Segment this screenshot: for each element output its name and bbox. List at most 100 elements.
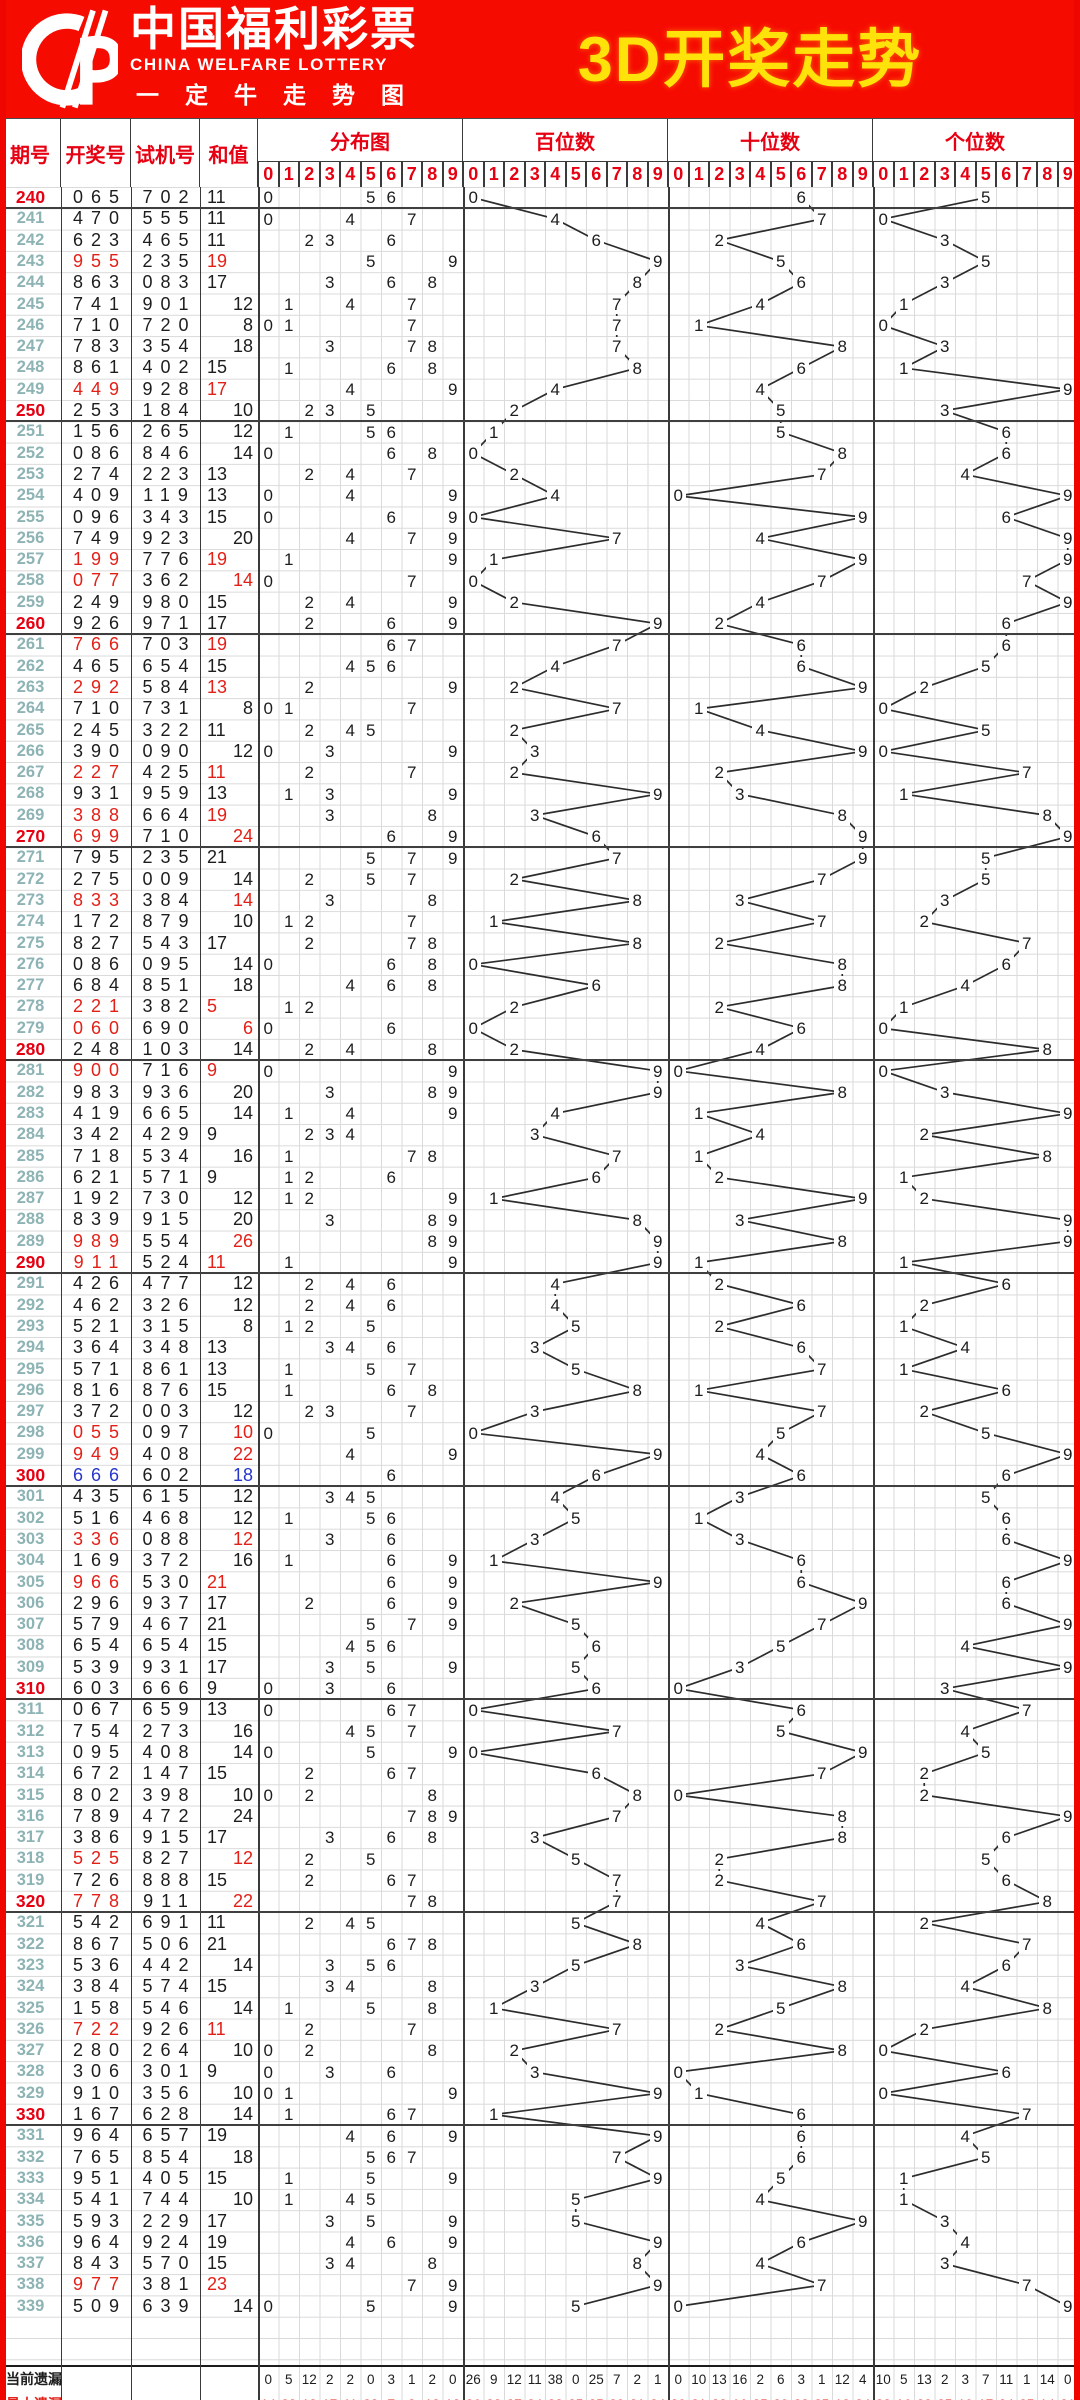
digit-header-cell: 6 [791,161,812,188]
digit-header-cell: 8 [1037,161,1058,188]
distribution-digit: 9 [444,1743,461,1763]
tens-digit: 6 [793,273,810,293]
distribution-digit: 5 [362,2147,379,2167]
hundreds-digit: 8 [629,1785,646,1805]
test-number: 664 [142,804,197,825]
hundreds-digit: 1 [485,1551,502,1571]
sum-value: 18 [232,336,253,357]
distribution-digit: 1 [280,2169,297,2189]
draw-number: 086 [72,442,128,463]
units-digit: 9 [1059,529,1076,548]
distribution-digit: 4 [342,1274,359,1294]
sum-value: 15 [207,1976,228,1997]
draw-number: 966 [72,1571,128,1592]
tens-digit: 2 [711,1274,728,1294]
draw-number: 435 [72,1486,128,1507]
distribution-digit: 4 [342,465,359,485]
tens-digit: 6 [793,1572,810,1592]
draw-number: 336 [72,1528,128,1549]
units-digit: 4 [957,2233,974,2252]
test-number: 184 [142,400,197,420]
distribution-digit: 6 [383,188,400,208]
section-subgrid [873,2392,1078,2400]
distribution-digit: 2 [301,1402,318,1422]
draw-number: 816 [72,1379,128,1400]
hundreds-digit: 4 [547,1104,564,1124]
sum-value: 9 [207,1166,218,1187]
hundreds-digit: 7 [608,848,625,868]
tens-digit: 8 [834,976,851,996]
footer-value: 1 [653,2372,662,2387]
distribution-digit: 8 [424,955,441,974]
footer-value: 2 [633,2372,642,2387]
units-digit: 9 [1059,1104,1076,1124]
distribution-digit: 9 [444,2296,461,2316]
distribution-digit: 0 [260,2041,277,2061]
draw-number: 065 [72,187,128,207]
digit-header-cell: 4 [955,161,976,188]
distribution-digit: 8 [424,891,441,911]
test-number: 854 [142,2146,197,2167]
period-cell: 295 [16,1359,45,1378]
footer-value: 12 [834,2372,850,2387]
tens-digit: 6 [793,358,810,378]
draw-number: 386 [72,1827,128,1848]
tens-digit: 3 [731,1210,748,1230]
hundreds-digit: 7 [608,2020,625,2039]
footer-value: 1 [1022,2372,1031,2387]
footer-value: 8 [408,2392,416,2400]
distribution-digit: 8 [424,337,441,357]
draw-number: 253 [72,400,128,420]
sum-value: 18 [232,2146,253,2167]
hundreds-digit: 6 [588,1764,605,1784]
sum-value: 20 [232,527,253,548]
distribution-digit: 3 [321,784,338,804]
draw-number: 077 [72,570,128,591]
footer-value: 0 [1063,2372,1072,2387]
test-number: 097 [142,1422,197,1443]
units-digit: 8 [1039,1146,1056,1166]
sum-value: 11 [207,187,226,207]
units-digit: 7 [1018,763,1035,783]
digit-header-cell: 3 [525,161,546,188]
footer-value: 23 [794,2392,809,2400]
distribution-digit: 6 [383,1594,400,1613]
digit-header-cell: 6 [996,161,1017,188]
sum-value: 15 [207,1379,228,1400]
units-digit: 0 [875,1018,892,1038]
test-number: 315 [142,1315,197,1336]
distribution-digit: 6 [383,507,400,527]
sum-value: 11 [207,762,226,783]
units-digit: 9 [1059,1615,1076,1635]
test-number: 524 [142,1252,197,1272]
distribution-digit: 4 [342,486,359,506]
period-cell: 287 [16,1189,45,1208]
distribution-digit: 6 [383,656,400,676]
tens-digit: 9 [854,550,871,570]
distribution-digit: 2 [301,678,318,698]
draw-number: 833 [72,889,128,910]
footer-value: 11 [343,2392,357,2400]
test-number: 343 [142,506,197,527]
digit-header-cell: 6 [586,161,607,188]
distribution-digit: 0 [260,742,277,761]
header-draw-number: 开奖号 [61,119,131,188]
footer-value: 25 [753,2392,768,2400]
test-number: 691 [142,1912,197,1933]
decade-divider [0,1058,1080,1061]
units-digit: 0 [875,1061,892,1081]
distribution-digit: 4 [342,2126,359,2146]
test-number: 088 [142,1528,197,1549]
test-number: 235 [142,250,197,271]
period-cell: 256 [16,528,45,547]
units-digit: 1 [895,2169,912,2189]
footer-value: 23 [712,2392,727,2400]
test-number: 720 [142,314,197,335]
section-divider [258,2367,260,2392]
draw-number: 843 [72,2253,128,2274]
distribution-digit: 4 [342,592,359,612]
units-digit: 5 [977,188,994,208]
hundreds-digit: 9 [649,2275,666,2295]
test-number: 574 [142,1976,197,1997]
sum-value: 16 [232,1145,253,1166]
